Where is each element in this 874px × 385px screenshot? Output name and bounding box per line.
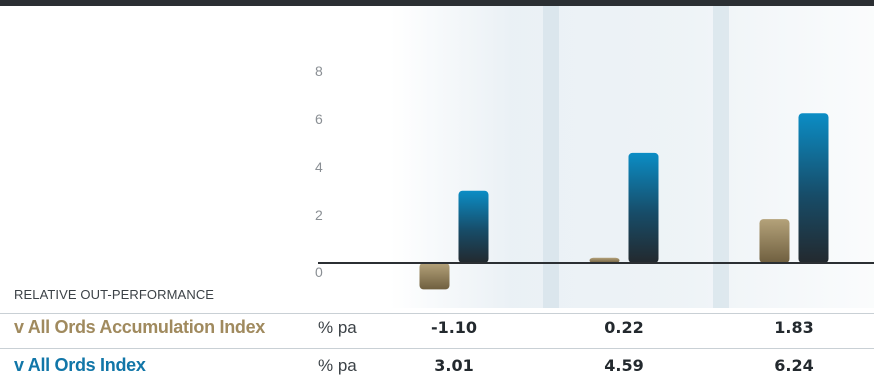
all-ords-index-bar [628,152,659,263]
table-row: v All Ords Index % pa 3.01 4.59 6.24 [0,348,874,385]
row-value: 1.83 [774,318,814,337]
table-row: v All Ords Accumulation Index % pa -1.10… [0,313,874,347]
row-value: 0.22 [604,318,644,337]
row-divider [0,313,874,314]
row-unit: % pa [318,356,357,375]
accumulation-index-bar [589,257,620,263]
y-tick-label: 4 [315,159,323,175]
row-value: 6.24 [774,356,814,375]
all-ords-index-bar [458,190,489,263]
column-band [543,6,559,308]
row-value: 3.01 [434,356,474,375]
row-label: v All Ords Index [14,355,146,375]
row-value: -1.10 [430,318,478,337]
y-tick-label: 6 [315,111,323,127]
relative-out-performance-label: RELATIVE OUT-PERFORMANCE [14,287,215,302]
all-ords-index-bar [798,113,829,264]
accumulation-index-bar [759,219,790,263]
accumulation-index-bar [419,263,450,290]
y-tick-label: 0 [315,264,323,280]
top-rule [0,0,874,6]
bar-chart: 0 2 4 6 8 [315,63,874,290]
row-unit: % pa [318,318,357,337]
y-tick-label: 2 [315,207,323,223]
y-tick-label: 8 [315,63,323,79]
row-label: v All Ords Accumulation Index [14,317,266,337]
row-value: 4.59 [604,356,644,375]
column-band [713,6,729,308]
row-divider [0,348,874,349]
